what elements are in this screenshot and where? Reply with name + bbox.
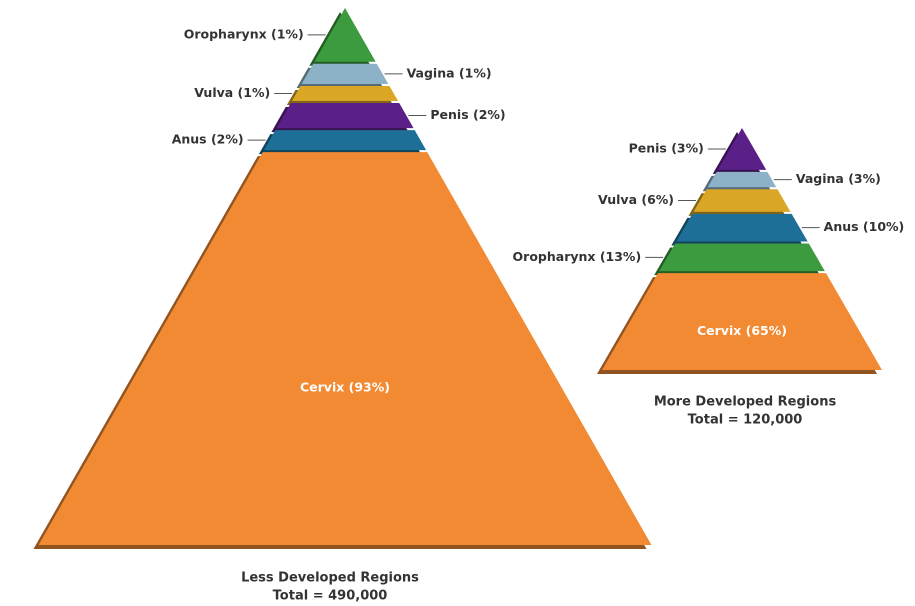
segment-label: Oropharynx (1%) xyxy=(184,26,304,41)
segment-label: Anus (10%) xyxy=(824,219,905,234)
segment xyxy=(301,63,389,84)
segment-label: Vulva (1%) xyxy=(194,85,270,100)
segment xyxy=(707,171,777,188)
total-label: Total = 490,000 xyxy=(273,589,388,604)
segment xyxy=(602,273,882,370)
segment xyxy=(717,128,767,170)
segment-label: Penis (3%) xyxy=(629,140,704,155)
segment xyxy=(659,243,825,272)
segment-label: Cervix (93%) xyxy=(300,379,390,394)
segment-label: Oropharynx (13%) xyxy=(513,249,642,264)
segment xyxy=(38,152,652,545)
subtitle: More Developed Regions xyxy=(654,395,837,410)
segment-label: Vagina (3%) xyxy=(796,171,881,186)
segment-label: Cervix (65%) xyxy=(697,323,787,338)
segment-label: Anus (2%) xyxy=(172,132,244,147)
segment xyxy=(291,85,399,102)
segment xyxy=(276,103,414,129)
segment xyxy=(263,130,427,151)
segment-label: Vagina (1%) xyxy=(407,65,492,80)
total-label: Total = 120,000 xyxy=(688,413,803,428)
segment xyxy=(314,8,376,62)
segment xyxy=(676,213,808,242)
segment-label: Penis (2%) xyxy=(430,107,505,122)
subtitle: Less Developed Regions xyxy=(241,571,419,586)
segment xyxy=(693,189,791,212)
segment-label: Vulva (6%) xyxy=(598,192,674,207)
